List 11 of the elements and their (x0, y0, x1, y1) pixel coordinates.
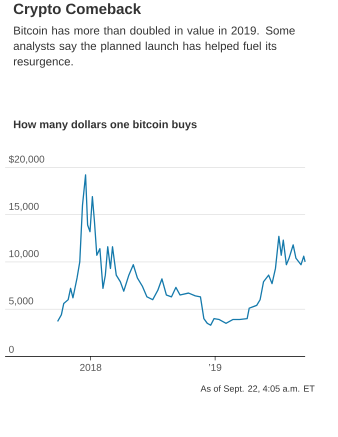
x-tick-label: ’19 (209, 364, 222, 371)
x-tick-label: 2018 (80, 364, 102, 371)
chart-title: Crypto Comeback (14, 3, 142, 18)
y-tick-label: 15,000 (9, 202, 39, 212)
text: As of Sept. 22, 4:05 a.m. ET (200, 385, 315, 394)
y-tick-label: 5,000 (9, 297, 34, 306)
y-tick-label: 0 (9, 346, 14, 353)
y-tick-label: $20,000 (8, 155, 44, 164)
chart-subtitle: Bitcoin has more than doubled in value in 2019. Some analysts say the planned launch has helped fuel its resurgence. (14, 26, 295, 68)
y-tick-label: 10,000 (9, 250, 39, 258)
y-axis-title: How many dollars one bitcoin buys (14, 120, 197, 130)
